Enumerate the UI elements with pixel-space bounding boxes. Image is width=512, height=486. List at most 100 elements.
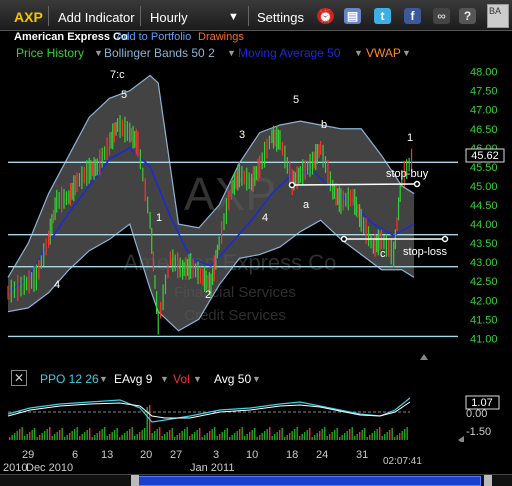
wave-label: 5 bbox=[121, 89, 127, 101]
ppo-line bbox=[7, 397, 411, 423]
chevron-down-icon[interactable]: ▼ bbox=[402, 48, 411, 58]
toolbar: AXP Add Indicator Hourly ▼ Settings ⏰ ▤ … bbox=[0, 0, 512, 31]
wave-label: 7:c bbox=[110, 69, 125, 81]
volume-bar bbox=[141, 430, 143, 440]
stop-buy-line[interactable] bbox=[291, 183, 418, 186]
price-tick: 48.00 bbox=[470, 67, 498, 79]
line-handle[interactable] bbox=[340, 235, 348, 243]
volume-bar bbox=[206, 433, 208, 440]
volume-bar bbox=[219, 434, 221, 440]
bollinger-lower bbox=[7, 219, 415, 332]
line-handle[interactable] bbox=[288, 181, 296, 189]
avg-label[interactable]: Avg 50 bbox=[214, 372, 252, 386]
line-handle[interactable] bbox=[441, 235, 449, 243]
price-tick: 47.50 bbox=[470, 86, 498, 98]
price-tick: 45.00 bbox=[470, 181, 498, 193]
legend-price-history[interactable]: Price History bbox=[16, 46, 85, 60]
time-tick: 6 bbox=[72, 449, 79, 461]
wave-label: 1 bbox=[156, 212, 162, 224]
volume-bar bbox=[244, 436, 246, 440]
volume-bar bbox=[201, 437, 203, 440]
volume-bar bbox=[116, 428, 118, 440]
chevron-down-icon[interactable]: ▼ bbox=[193, 374, 202, 384]
eavg-label[interactable]: EAvg 9 bbox=[114, 372, 153, 386]
volume-bar bbox=[339, 437, 341, 440]
legend-moving-average[interactable]: Moving Average 50 bbox=[238, 46, 341, 60]
chevron-down-icon[interactable]: ▼ bbox=[227, 48, 236, 58]
add-to-portfolio-link[interactable]: Add to Portfolio bbox=[116, 31, 192, 43]
wave-label: c bbox=[380, 248, 386, 260]
volume-bar bbox=[234, 433, 236, 440]
volume-bar bbox=[379, 427, 381, 440]
indicator-panel[interactable]: 1.07 0.00 -1.50 bbox=[0, 392, 512, 442]
indicator-bar: ✕ PPO 12 26 ▼ EAvg 9 ▼ Vol ▼ Avg 50 ▼ bbox=[8, 370, 453, 388]
scroll-left-icon[interactable] bbox=[458, 436, 464, 442]
symbol-badge[interactable]: BA bbox=[487, 4, 509, 28]
volume-bar bbox=[351, 427, 353, 440]
drawings-link[interactable]: Drawings bbox=[198, 31, 244, 43]
ppo-label[interactable]: PPO 12 26 bbox=[40, 372, 99, 386]
volume-bar bbox=[246, 434, 248, 440]
volume-bar bbox=[76, 427, 78, 440]
volume-bar bbox=[166, 432, 168, 440]
twitter-icon[interactable]: t bbox=[374, 8, 391, 24]
facebook-icon[interactable]: f bbox=[404, 8, 421, 24]
vol-label[interactable]: Vol bbox=[173, 372, 190, 386]
time-tick: 10 bbox=[246, 449, 259, 461]
volume-bar bbox=[71, 431, 73, 440]
scroll-up-arrow-icon[interactable] bbox=[420, 354, 428, 360]
volume-bar bbox=[384, 434, 386, 440]
volume-bar bbox=[189, 436, 191, 440]
settings-button[interactable]: Settings bbox=[257, 10, 304, 25]
company-name: American Express Co bbox=[14, 31, 128, 43]
symbol-label[interactable]: AXP bbox=[14, 9, 43, 25]
stop-loss-label: stop-loss bbox=[403, 246, 448, 258]
volume-bar bbox=[86, 430, 88, 440]
volume-bar bbox=[131, 427, 133, 440]
legend-bollinger-bands[interactable]: Bollinger Bands 50 2 bbox=[104, 46, 215, 60]
volume-bar bbox=[216, 436, 218, 440]
link-icon[interactable]: ∞ bbox=[433, 8, 450, 24]
volume-bar bbox=[121, 435, 123, 440]
interval-select[interactable]: Hourly bbox=[150, 10, 188, 25]
volume-bar bbox=[91, 437, 93, 440]
chevron-down-icon[interactable]: ▼ bbox=[354, 48, 363, 58]
volume-bar bbox=[66, 435, 68, 440]
timeline-scrollbar[interactable] bbox=[0, 474, 512, 486]
month-label: Jan 2011 bbox=[190, 462, 235, 474]
volume-bar bbox=[261, 433, 263, 440]
volume-bar bbox=[124, 433, 126, 440]
add-indicator-button[interactable]: Add Indicator bbox=[58, 10, 135, 25]
current-price-box bbox=[465, 148, 505, 163]
time-tick: 27 bbox=[170, 449, 183, 461]
volume-bar bbox=[96, 433, 98, 440]
volume-bar bbox=[214, 427, 216, 440]
volume-bar bbox=[101, 429, 103, 440]
volume-bar bbox=[104, 427, 106, 440]
volume-bar bbox=[276, 432, 278, 440]
volume-bar bbox=[31, 430, 33, 440]
close-icon[interactable]: ✕ bbox=[11, 370, 27, 386]
volume-bar bbox=[161, 436, 163, 440]
scroll-thumb[interactable] bbox=[135, 476, 481, 486]
volume-bar bbox=[136, 434, 138, 440]
chevron-down-icon[interactable]: ▼ bbox=[160, 374, 169, 384]
volume-bar bbox=[89, 428, 91, 440]
price-chart[interactable]: AXP American Express Co Financial Servic… bbox=[0, 60, 512, 366]
chevron-down-icon[interactable]: ▼ bbox=[252, 374, 261, 384]
volume-bar bbox=[294, 429, 296, 440]
chevron-down-icon[interactable]: ▼ bbox=[94, 48, 103, 58]
chevron-down-icon[interactable]: ▼ bbox=[228, 11, 239, 23]
legend-vwap[interactable]: VWAP bbox=[366, 46, 401, 60]
scroll-handle-right[interactable] bbox=[484, 475, 492, 486]
help-icon[interactable]: ? bbox=[459, 8, 476, 24]
company-bar: American Express Co Add to Portfolio Dra… bbox=[0, 31, 512, 45]
price-tick: 46.50 bbox=[470, 124, 498, 136]
wave-label: b bbox=[321, 119, 327, 131]
line-handle[interactable] bbox=[413, 180, 421, 188]
chevron-down-icon[interactable]: ▼ bbox=[99, 374, 108, 384]
volume-bar bbox=[94, 435, 96, 440]
alarm-clock-icon[interactable]: ⏰ bbox=[317, 8, 334, 24]
scroll-handle-left[interactable] bbox=[131, 475, 139, 486]
documents-icon[interactable]: ▤ bbox=[344, 8, 361, 24]
